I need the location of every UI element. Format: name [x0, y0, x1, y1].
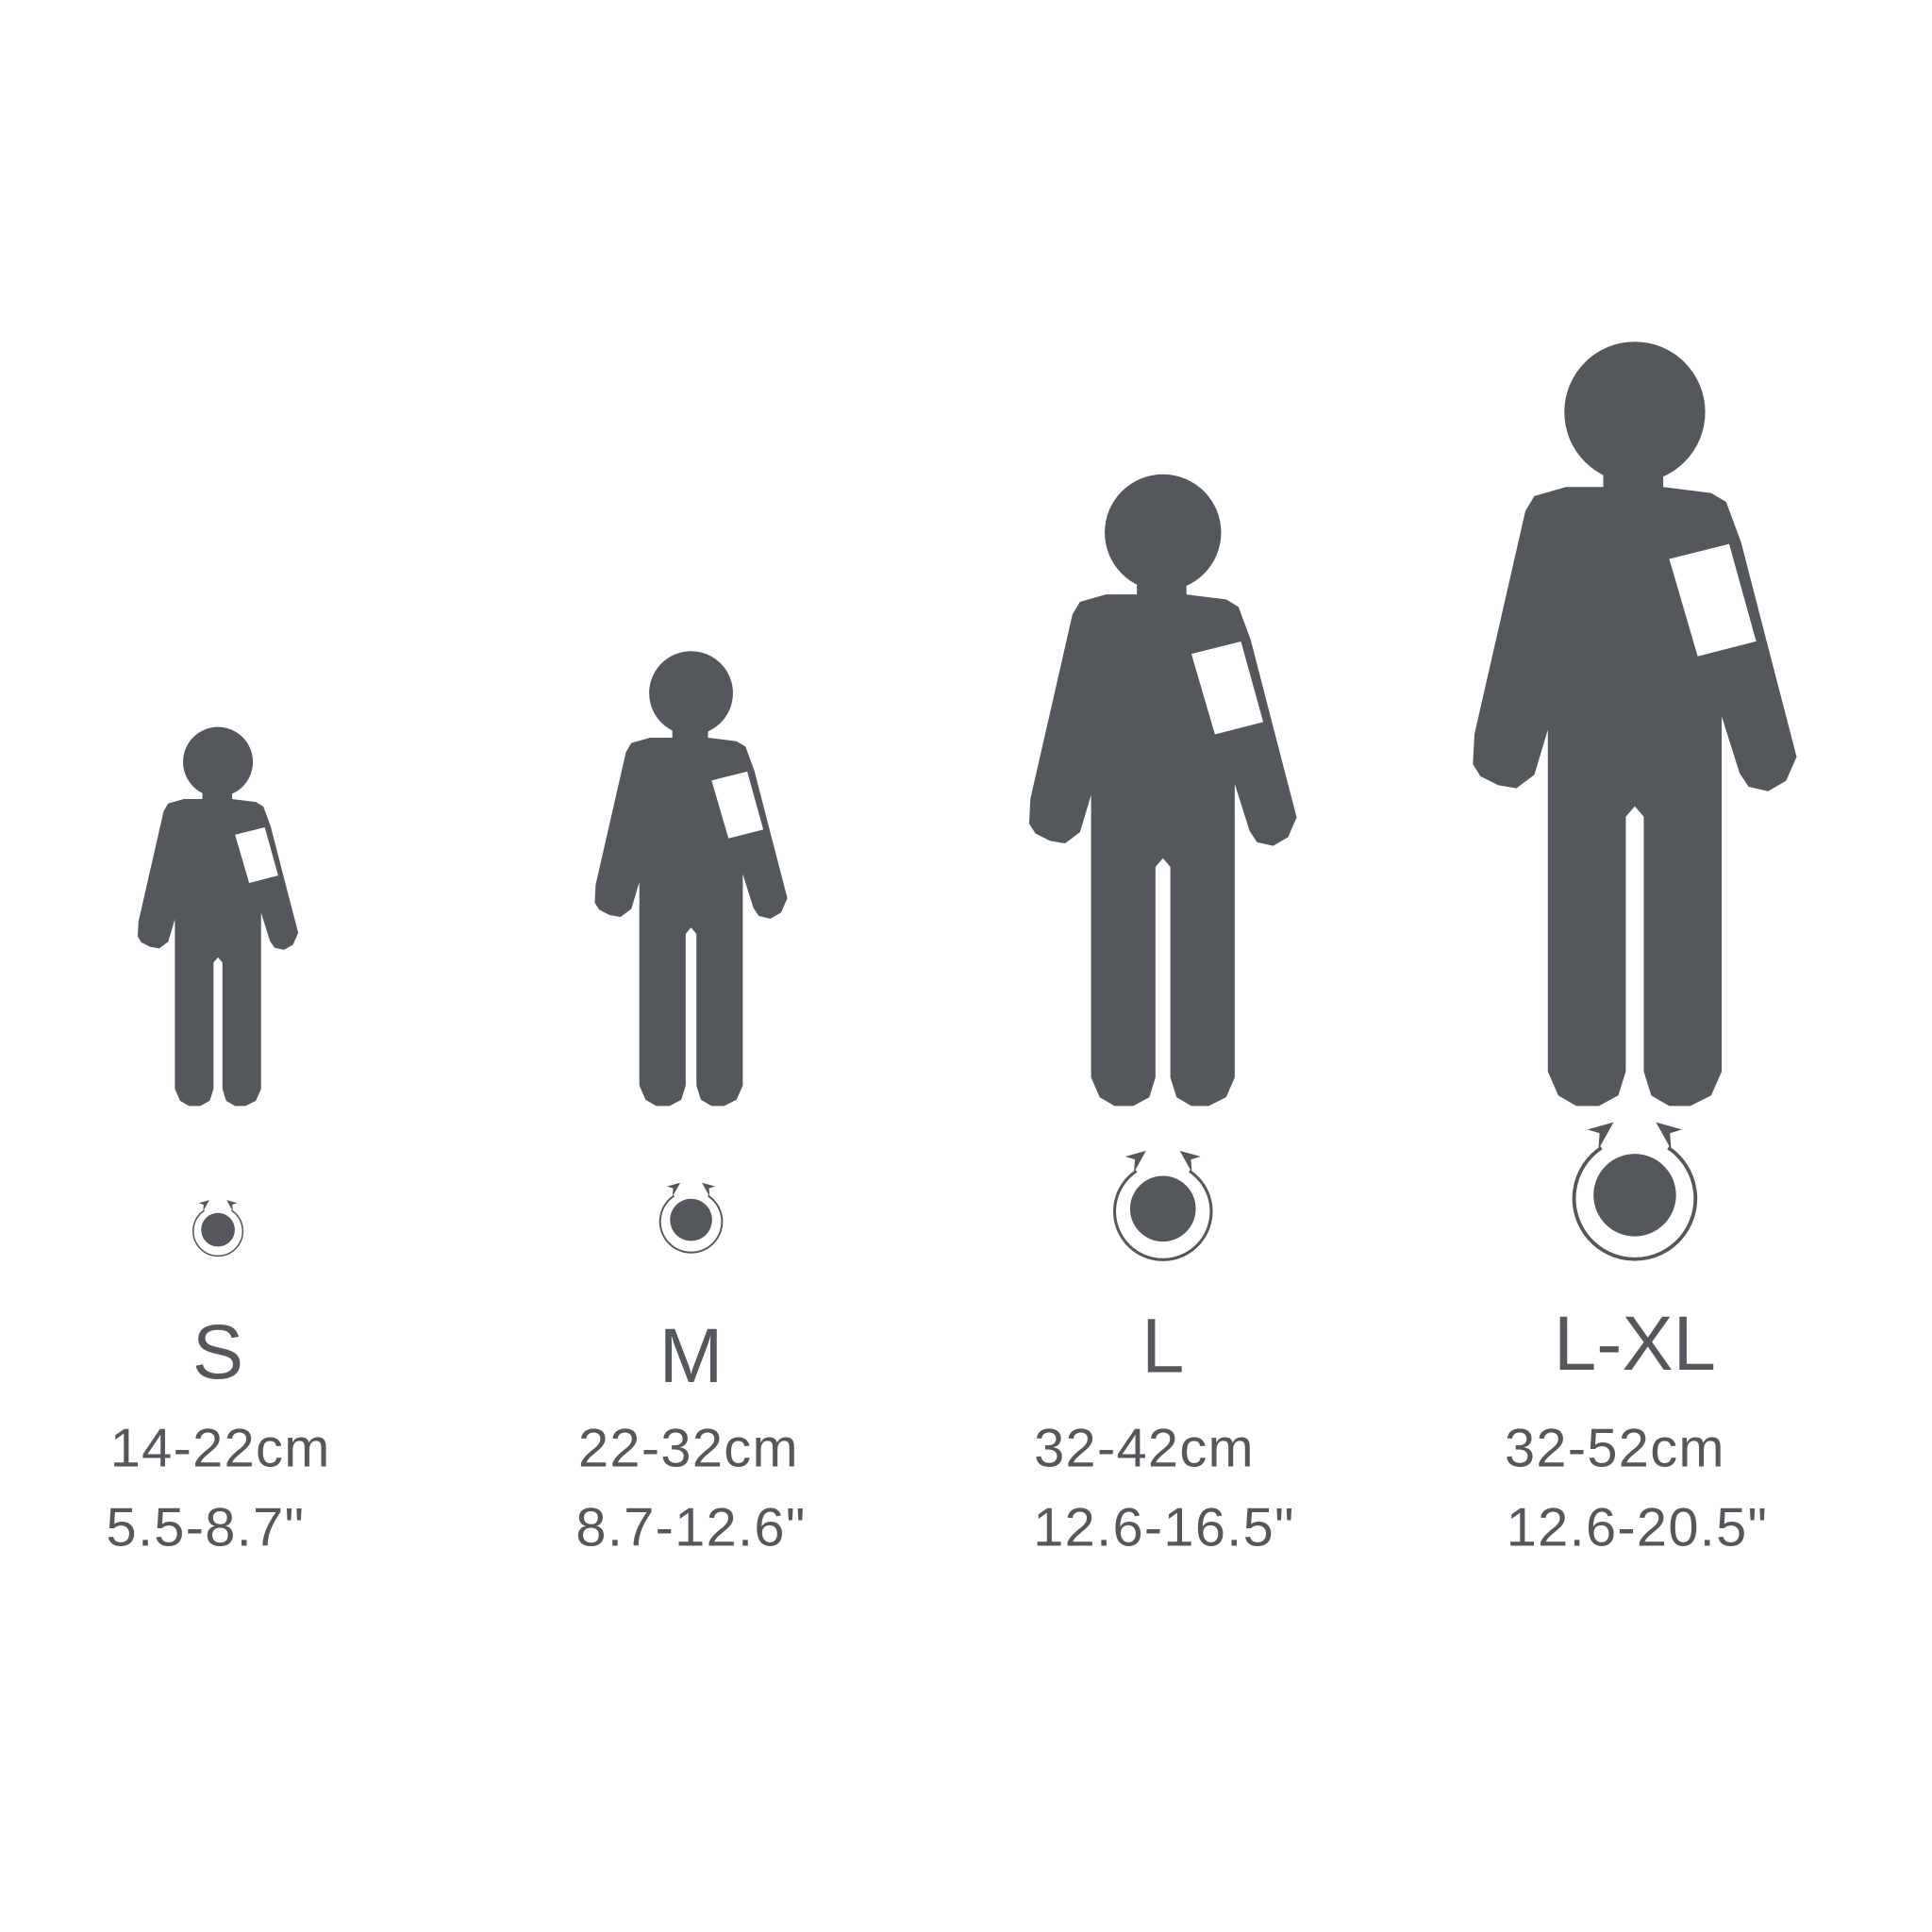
size-l-column: L 32-42cm 12.6-16.5"	[1028, 474, 1297, 1557]
size-cm: 22-32cm	[578, 1418, 799, 1478]
person-large-icon	[1028, 474, 1297, 1107]
person-small-icon	[137, 726, 299, 1107]
size-inch: 5.5-8.7"	[107, 1497, 306, 1557]
person-medium-icon	[594, 651, 788, 1107]
size-s-column: S 14-22cm 5.5-8.7"	[107, 726, 331, 1557]
arm-circumference-icon	[660, 1183, 723, 1253]
size-lxl-column: L-XL 32-52cm 12.6-20.5"	[1473, 341, 1797, 1557]
arm-circumference-icon	[1115, 1151, 1211, 1259]
arm-circumference-icon	[1574, 1123, 1696, 1259]
size-label: L-XL	[1554, 1301, 1716, 1387]
size-label: M	[659, 1313, 724, 1399]
size-cm: 14-22cm	[110, 1418, 331, 1478]
size-inch: 12.6-20.5"	[1507, 1497, 1769, 1557]
person-xlarge-icon	[1473, 341, 1797, 1107]
size-label: L	[1141, 1304, 1184, 1390]
size-inch: 12.6-16.5"	[1033, 1497, 1295, 1557]
size-label: S	[192, 1309, 243, 1395]
arm-circumference-icon	[193, 1200, 243, 1256]
size-inch: 8.7-12.6"	[575, 1497, 806, 1557]
size-cm: 32-52cm	[1505, 1418, 1725, 1478]
size-m-column: M 22-32cm 8.7-12.6"	[575, 651, 806, 1557]
size-cm: 32-42cm	[1034, 1418, 1255, 1478]
